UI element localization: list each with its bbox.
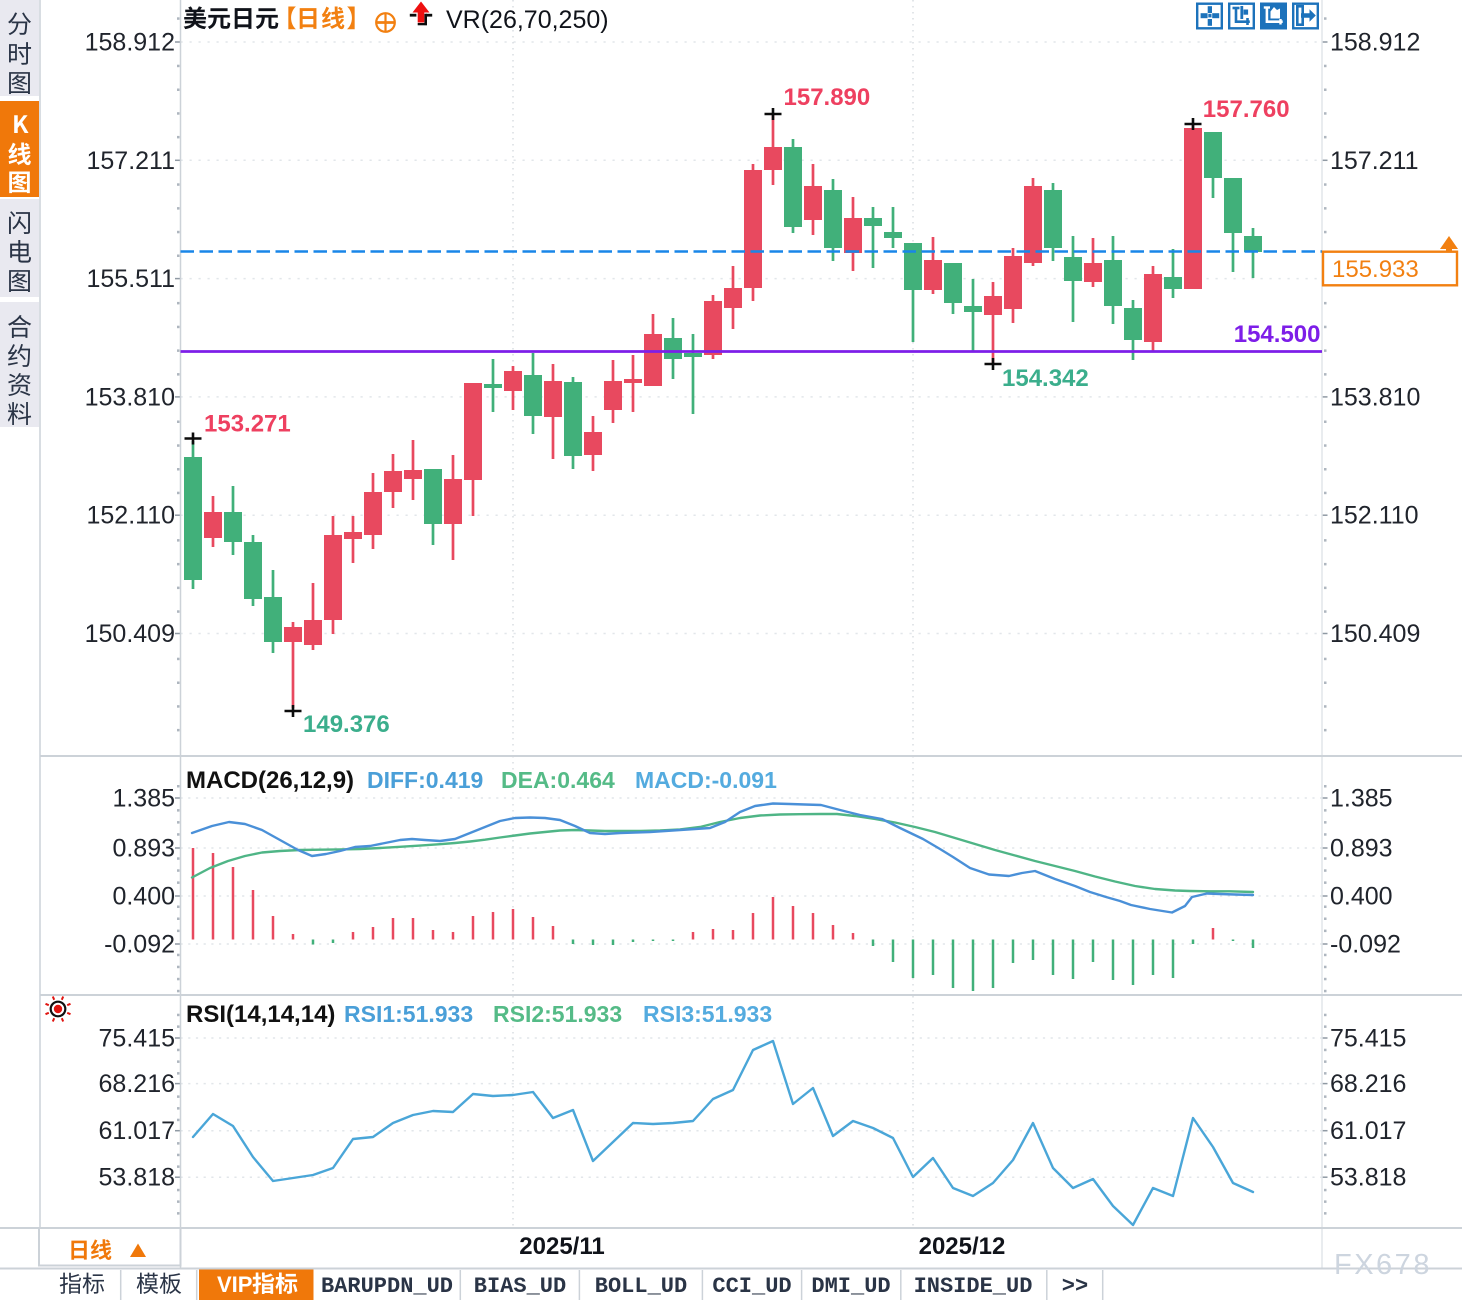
svg-text:157.211: 157.211 (86, 147, 175, 175)
svg-text:61.017: 61.017 (99, 1117, 175, 1145)
svg-text:53.818: 53.818 (99, 1164, 175, 1192)
svg-text:0.400: 0.400 (1330, 883, 1393, 911)
svg-text:149.376: 149.376 (303, 711, 390, 738)
svg-text:0.400: 0.400 (112, 883, 175, 911)
svg-text:150.409: 150.409 (85, 620, 175, 648)
svg-text:0.893: 0.893 (112, 835, 175, 863)
svg-text:61.017: 61.017 (1330, 1117, 1406, 1145)
svg-text:MACD:-0.091: MACD:-0.091 (635, 767, 777, 793)
svg-text:157.890: 157.890 (784, 84, 871, 111)
svg-text:53.818: 53.818 (1330, 1164, 1406, 1192)
svg-text:-0.092: -0.092 (1330, 931, 1401, 959)
svg-text:153.271: 153.271 (204, 411, 291, 438)
svg-text:RSI1:51.933: RSI1:51.933 (344, 1001, 473, 1027)
svg-text:154.342: 154.342 (1002, 365, 1089, 392)
svg-text:1.385: 1.385 (112, 785, 175, 813)
svg-text:RSI(14,14,14): RSI(14,14,14) (186, 1001, 335, 1028)
svg-text:75.415: 75.415 (99, 1025, 175, 1053)
svg-text:>>: >> (1062, 1274, 1088, 1299)
svg-text:158.912: 158.912 (1330, 29, 1420, 57)
svg-text:1.385: 1.385 (1330, 785, 1393, 813)
svg-text:152.110: 152.110 (1330, 502, 1419, 530)
svg-text:157.211: 157.211 (1330, 147, 1419, 175)
svg-text:158.912: 158.912 (85, 29, 175, 57)
svg-text:RSI2:51.933: RSI2:51.933 (493, 1001, 622, 1027)
svg-text:MACD(26,12,9): MACD(26,12,9) (186, 767, 354, 794)
svg-text:DMI_UD: DMI_UD (811, 1274, 890, 1299)
svg-text:157.760: 157.760 (1203, 96, 1290, 123)
svg-text:BOLL_UD: BOLL_UD (595, 1274, 687, 1299)
svg-text:DEA:0.464: DEA:0.464 (501, 767, 615, 793)
svg-text:FX678: FX678 (1334, 1249, 1432, 1281)
svg-text:150.409: 150.409 (1330, 620, 1420, 648)
svg-text:2025/11: 2025/11 (519, 1233, 604, 1260)
svg-text:2025/12: 2025/12 (919, 1233, 1006, 1260)
svg-text:VIP: VIP (217, 1272, 252, 1297)
svg-text:153.810: 153.810 (1330, 383, 1420, 411)
svg-text:0.893: 0.893 (1330, 835, 1393, 863)
svg-text:154.500: 154.500 (1234, 321, 1321, 348)
svg-text:68.216: 68.216 (1330, 1070, 1406, 1098)
svg-text:BARUPDN_UD: BARUPDN_UD (321, 1274, 453, 1299)
svg-text:RSI3:51.933: RSI3:51.933 (643, 1001, 772, 1027)
svg-text:CCI_UD: CCI_UD (712, 1274, 791, 1299)
svg-text:VR(26,70,250): VR(26,70,250) (446, 6, 609, 34)
svg-text:155.511: 155.511 (86, 265, 175, 293)
svg-text:DIFF:0.419: DIFF:0.419 (367, 767, 483, 793)
svg-text:152.110: 152.110 (86, 502, 175, 530)
svg-text:INSIDE_UD: INSIDE_UD (914, 1274, 1033, 1299)
svg-text:75.415: 75.415 (1330, 1025, 1406, 1053)
svg-text:68.216: 68.216 (99, 1070, 175, 1098)
svg-text:155.933: 155.933 (1332, 256, 1419, 283)
svg-text:153.810: 153.810 (85, 383, 175, 411)
svg-text:-0.092: -0.092 (104, 931, 175, 959)
svg-text:BIAS_UD: BIAS_UD (474, 1274, 566, 1299)
